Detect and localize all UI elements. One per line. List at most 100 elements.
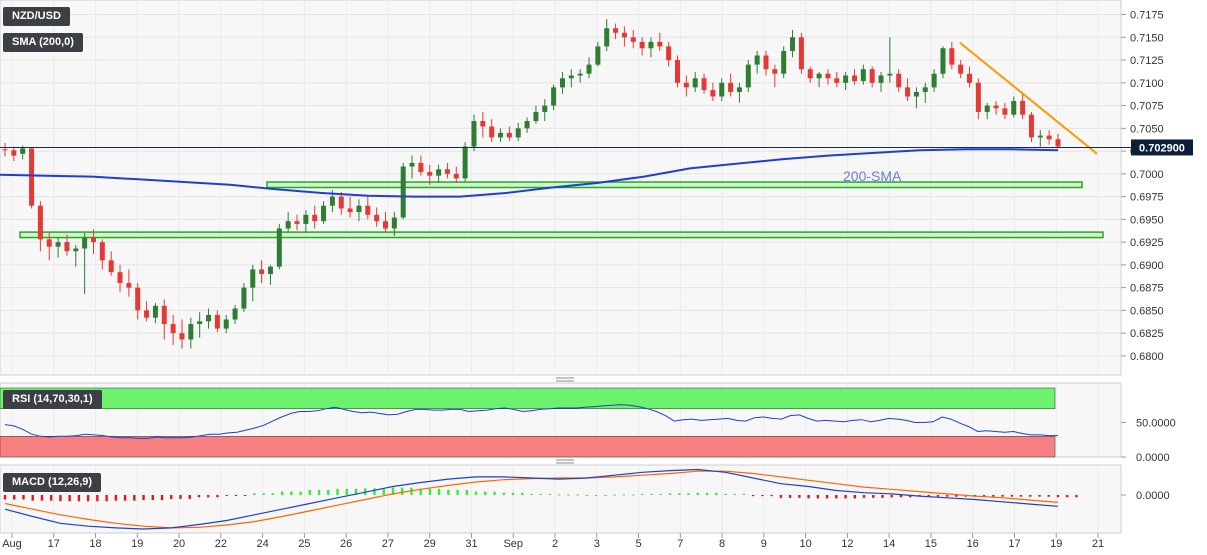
candle-body — [781, 50, 787, 74]
macd-indicator-label: MACD (12,26,9) — [3, 473, 102, 492]
candle-body — [506, 132, 512, 138]
macd-histogram-bar — [474, 491, 478, 495]
macd-histogram-bar — [548, 493, 552, 495]
candle-body — [604, 28, 610, 47]
macd-panel-bg — [0, 464, 1122, 534]
candle-body — [453, 173, 459, 179]
macd-histogram-bar — [271, 493, 275, 495]
candle-body — [931, 73, 937, 88]
macd-histogram-bar — [179, 495, 182, 499]
axes: 0.7175 0.7150 0.7125 0.7100 0.7075 0.7050 0.70… — [2, 10, 1176, 550]
macd-histogram-bar — [788, 495, 792, 498]
macd-histogram-bar — [1047, 495, 1050, 497]
macd-histogram-bar — [123, 495, 127, 501]
price-y-tick-label: 0.7150 — [1130, 32, 1164, 44]
macd-histogram-bar — [724, 493, 727, 495]
candle-body — [851, 75, 857, 81]
candle-body — [232, 308, 238, 320]
candle-body — [1046, 135, 1052, 140]
candle-body — [29, 148, 35, 206]
macd-histogram-bar — [530, 493, 533, 495]
candle-body — [905, 87, 911, 97]
macd-histogram-bar — [982, 495, 986, 497]
candle-body — [887, 73, 893, 76]
candle-body — [524, 121, 530, 129]
candle-body — [958, 64, 964, 74]
macd-histogram-bar — [909, 495, 912, 498]
macd-histogram-bar — [678, 493, 681, 495]
macd-histogram-bar — [114, 495, 118, 501]
candle-body — [843, 75, 849, 83]
candle-body — [559, 78, 565, 88]
macd-histogram-bar — [641, 493, 644, 495]
candle-body — [37, 205, 43, 240]
support-zones — [19, 181, 1104, 239]
macd-histogram-bar — [49, 495, 53, 501]
candle-body — [347, 208, 353, 213]
x-tick-label: 20 — [173, 538, 185, 550]
macd-histogram-bar — [604, 495, 607, 496]
resistance-trendline — [959, 41, 1098, 155]
x-tick-label: Sep — [503, 538, 523, 550]
price-y-tick-label: 0.7000 — [1130, 169, 1164, 181]
candle-body — [869, 69, 875, 83]
macd-histogram-bar — [336, 488, 339, 495]
x-tick-label: 10 — [799, 538, 811, 550]
indicator-lines — [0, 41, 1098, 530]
candle-body — [834, 78, 840, 83]
macd-histogram-bar — [170, 495, 173, 499]
rsi-indicator-label: RSI (14,70,30,1) — [3, 390, 102, 409]
candle-body — [896, 73, 902, 88]
candle-body — [568, 75, 574, 79]
candle-body — [993, 105, 999, 109]
price-y-tick-label: 0.6825 — [1130, 328, 1164, 340]
macd-histogram-bar — [456, 489, 459, 495]
macd-histogram-bar — [354, 488, 358, 495]
candle-body — [117, 272, 123, 284]
rsi-oversold-band — [0, 436, 1056, 458]
candle-body — [648, 41, 654, 49]
macd-histogram-bar — [1038, 495, 1041, 497]
panel-splitter-2[interactable] — [556, 459, 574, 464]
x-tick-label: 18 — [89, 538, 101, 550]
macd-histogram-bar — [955, 495, 958, 497]
macd-histogram-bar — [188, 495, 191, 499]
macd-histogram-bar — [299, 491, 302, 495]
macd-histogram-bar — [105, 495, 108, 502]
x-tick-label: 31 — [465, 538, 477, 550]
candle-body — [20, 148, 26, 154]
candle-body — [621, 32, 627, 38]
macd-histogram-bar — [40, 495, 44, 501]
x-tick-label: 14 — [883, 538, 895, 550]
candle-body — [108, 260, 114, 273]
candle-body — [338, 196, 344, 209]
macd-histogram-bar — [927, 495, 930, 497]
price-y-tick-label: 0.6925 — [1130, 237, 1164, 249]
candle-body — [515, 128, 521, 138]
x-tick-label: 29 — [424, 538, 436, 550]
candle-body — [161, 305, 167, 325]
candle-body — [427, 172, 433, 176]
candle-body — [152, 305, 158, 318]
macd-histogram-bar — [696, 492, 699, 495]
macd-histogram-bar — [484, 491, 487, 495]
candle-body — [639, 41, 645, 49]
candle-body — [480, 121, 486, 127]
panel-splitter-1[interactable] — [556, 377, 574, 382]
candle-body — [498, 132, 504, 138]
candle-body — [250, 269, 256, 288]
macd-histogram-bar — [262, 493, 265, 495]
macd-histogram-bar — [945, 495, 949, 497]
x-tick-label: 24 — [256, 538, 268, 550]
candle-body — [807, 69, 813, 79]
candle-body — [719, 82, 725, 97]
candle-body — [940, 48, 946, 74]
price-y-tick-label: 0.6975 — [1130, 192, 1164, 204]
macd-histogram-bar — [234, 495, 238, 496]
candle-body — [728, 82, 734, 92]
candle-body — [666, 46, 672, 61]
macd-histogram-bar — [68, 495, 71, 502]
candle-body — [214, 314, 220, 329]
candle-body — [657, 41, 663, 47]
macd-histogram-bar — [825, 495, 829, 499]
